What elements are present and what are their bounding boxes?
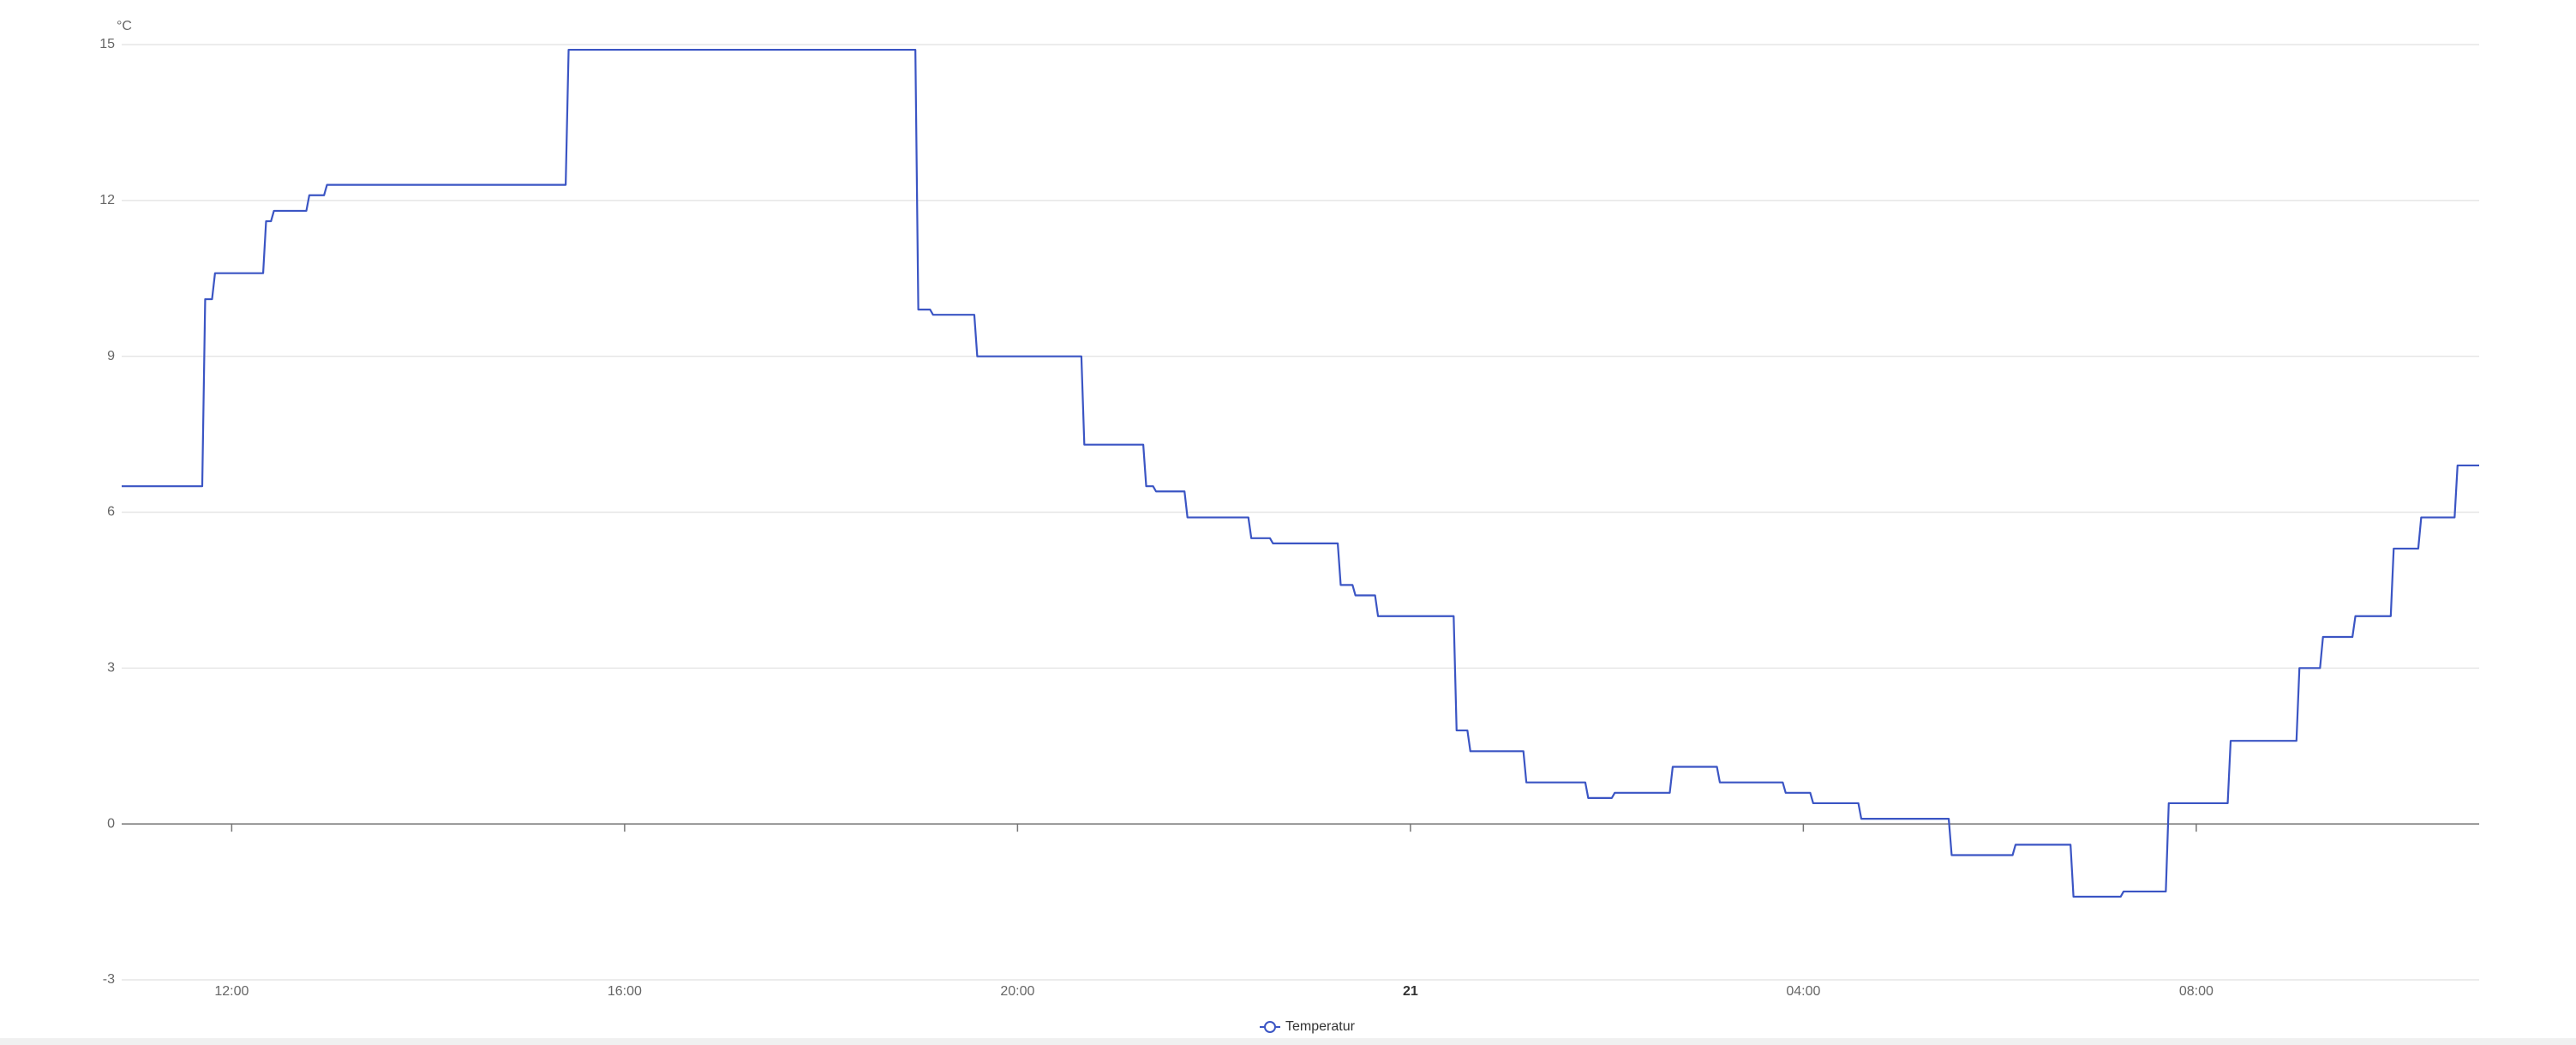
x-tick-label: 08:00 [2179, 984, 2214, 999]
x-tick-label: 04:00 [1786, 984, 1820, 999]
y-tick-label: 15 [99, 37, 115, 51]
y-tick-label: 12 [99, 193, 115, 207]
bottom-strip [0, 1038, 2576, 1045]
y-tick-label: 3 [107, 661, 115, 676]
x-tick-label: 16:00 [608, 984, 642, 999]
y-tick-label: -3 [103, 972, 115, 987]
y-unit: °C [117, 19, 132, 33]
legend-label: Temperatur [1285, 1019, 1356, 1034]
legend-marker [1264, 1021, 1276, 1033]
y-tick-label: 0 [107, 816, 115, 831]
x-tick-label: 12:00 [214, 984, 249, 999]
y-tick-label: 9 [107, 349, 115, 363]
legend-item: Temperatur [1260, 1019, 1356, 1034]
series-line [122, 48, 2479, 898]
x-tick-label: 21 [1403, 984, 1418, 999]
x-tick-label: 20:00 [1000, 984, 1034, 999]
y-tick-label: 6 [107, 505, 115, 519]
